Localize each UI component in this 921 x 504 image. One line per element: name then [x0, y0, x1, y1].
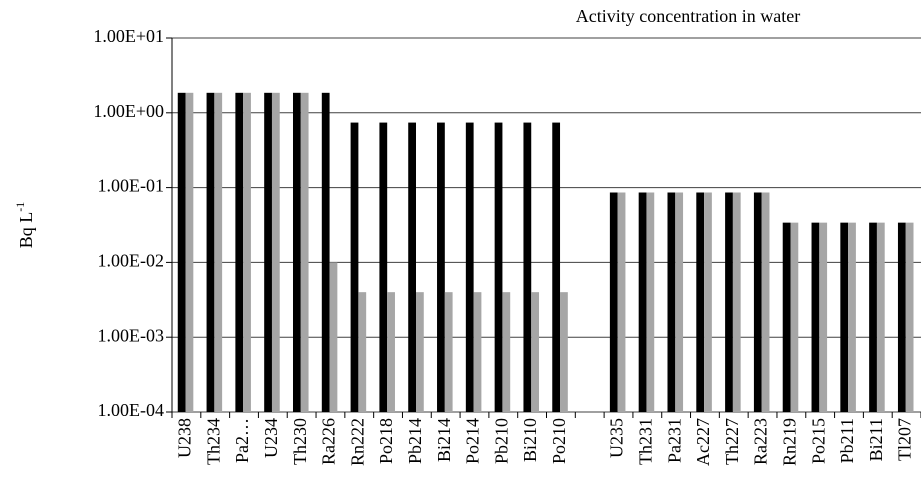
- bar: [617, 192, 626, 412]
- x-tick-label: Tl207: [895, 418, 915, 461]
- x-tick-label: Th231: [635, 418, 655, 465]
- x-tick-label: Rn219: [779, 418, 799, 466]
- bar: [753, 192, 762, 412]
- x-tick-label: U234: [261, 418, 281, 458]
- bar: [704, 192, 712, 412]
- bar: [444, 292, 453, 412]
- bar: [321, 92, 330, 412]
- bar: [552, 122, 561, 412]
- y-tick-label: 1.00E+01: [93, 26, 164, 46]
- bar: [502, 292, 511, 412]
- bar: [416, 292, 424, 412]
- bar: [811, 222, 820, 412]
- bar: [235, 92, 244, 412]
- x-tick-label: Th230: [290, 418, 310, 465]
- bar: [761, 192, 770, 412]
- bar: [819, 222, 828, 412]
- bar: [732, 192, 741, 412]
- y-axis-title-text: Bq L: [16, 212, 36, 249]
- bar: [300, 92, 309, 412]
- y-tick-label: 1.00E-01: [98, 176, 165, 196]
- bar: [609, 192, 618, 412]
- bar: [848, 222, 856, 412]
- bar: [667, 192, 676, 412]
- bar: [387, 292, 395, 412]
- bar: [638, 192, 647, 412]
- x-tick-label: Ac227: [693, 418, 713, 466]
- bar: [725, 192, 733, 412]
- x-tick-label: Po215: [808, 418, 828, 464]
- x-tick-label: Bi211: [866, 418, 886, 461]
- bar: [523, 122, 532, 412]
- bar: [876, 222, 885, 412]
- bar: [696, 192, 705, 412]
- bar: [905, 222, 914, 412]
- x-tick-label: Rn222: [347, 418, 367, 466]
- bar: [271, 92, 280, 412]
- bar: [473, 292, 482, 412]
- bar: [790, 222, 799, 412]
- bar: [206, 92, 215, 412]
- bar: [379, 122, 388, 412]
- bar: [358, 292, 367, 412]
- bar: [531, 292, 540, 412]
- bar: [465, 122, 474, 412]
- bar: [292, 92, 301, 412]
- x-tick-label: Ra223: [751, 418, 771, 465]
- bar: [560, 292, 568, 412]
- x-tick-label: U238: [175, 418, 195, 458]
- x-tick-label: Pb210: [491, 418, 511, 464]
- x-tick-label: Pb211: [837, 418, 857, 463]
- x-tick-label: Pa231: [664, 418, 684, 463]
- x-tick-label: Ra226: [319, 418, 339, 465]
- bar: [646, 192, 655, 412]
- x-tick-label: Pa2…: [232, 418, 252, 463]
- x-tick-label: Th234: [203, 418, 223, 465]
- x-tick-label: Th227: [722, 418, 742, 465]
- bar: [177, 92, 186, 412]
- bar: [840, 222, 849, 412]
- bar: [408, 122, 417, 412]
- bar: [214, 92, 223, 412]
- chart-title: Activity concentration in water: [576, 6, 800, 26]
- x-tick-label: Po218: [376, 418, 396, 464]
- x-tick-label: Po210: [549, 418, 569, 464]
- bar: [329, 262, 338, 412]
- bar: [264, 92, 272, 412]
- x-tick-label: Bi214: [434, 418, 454, 462]
- bar: [437, 122, 445, 412]
- x-tick-label: Pb214: [405, 418, 425, 464]
- bar: [675, 192, 684, 412]
- y-tick-label: 1.00E-04: [98, 400, 165, 420]
- bar: [869, 222, 877, 412]
- x-tick-label: Bi210: [520, 418, 540, 462]
- y-tick-label: 1.00E+00: [93, 101, 164, 121]
- bar: [494, 122, 503, 412]
- bar: [185, 92, 194, 412]
- bar: [782, 222, 791, 412]
- x-tick-label: Po214: [463, 418, 483, 464]
- y-axis-title-superscript: -1: [13, 202, 27, 212]
- bar: [350, 122, 359, 412]
- y-tick-label: 1.00E-02: [98, 251, 165, 271]
- x-tick-label: U235: [607, 418, 627, 458]
- bar: [243, 92, 251, 412]
- bar: [897, 222, 906, 412]
- y-axis-title: Bq L-1: [13, 202, 36, 249]
- y-tick-label: 1.00E-03: [98, 325, 165, 345]
